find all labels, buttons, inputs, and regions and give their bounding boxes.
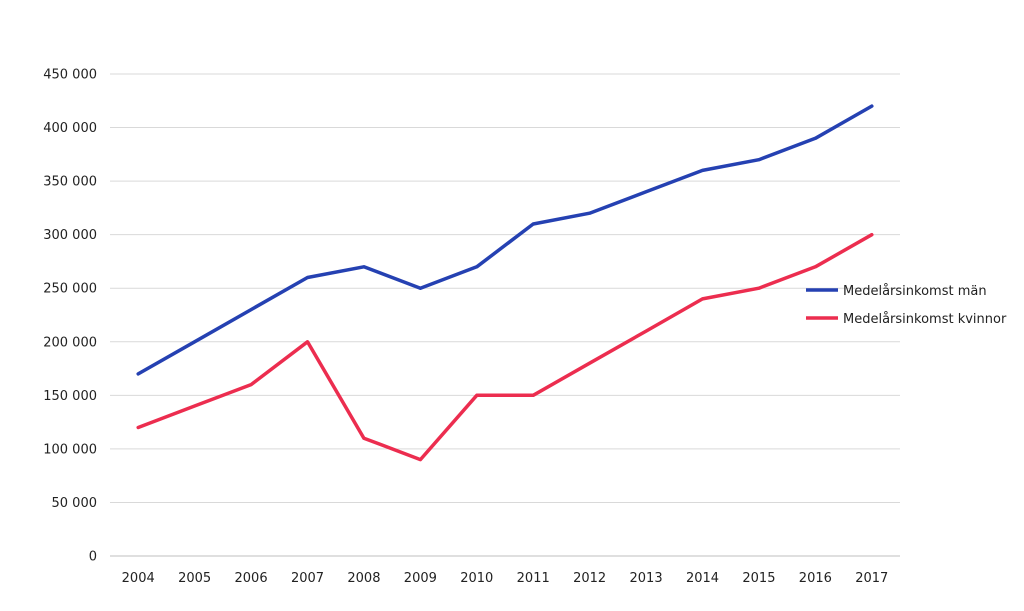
y-axis-tick-labels: 0 50 000 100 000 150 000 200 000 250 000 300 0…	[43, 68, 97, 565]
legend-item-men: Medelårsinkomst män	[806, 284, 987, 299]
y-tick-label: 400 000	[43, 121, 97, 136]
y-tick-label: 250 000	[43, 282, 97, 297]
x-tick-label: 2009	[404, 571, 437, 586]
y-tick-label: 200 000	[43, 335, 97, 350]
gridlines	[110, 73, 900, 557]
x-tick-label: 2008	[347, 571, 380, 586]
series-lines	[136, 104, 874, 462]
legend-label-women: Medelårsinkomst kvinnor	[843, 312, 1007, 327]
y-tick-label: 0	[89, 550, 97, 565]
y-tick-label: 350 000	[43, 175, 97, 190]
y-tick-label: 100 000	[43, 442, 97, 457]
y-tick-label: 50 000	[52, 496, 98, 511]
series-line-men	[136, 104, 874, 376]
legend-item-women: Medelårsinkomst kvinnor	[806, 312, 1007, 327]
legend-label-men: Medelårsinkomst män	[843, 284, 987, 299]
x-tick-label: 2011	[517, 571, 550, 586]
x-tick-label: 2007	[291, 571, 324, 586]
x-tick-label: 2013	[630, 571, 663, 586]
x-tick-label: 2004	[122, 571, 155, 586]
x-tick-label: 2014	[686, 571, 719, 586]
y-tick-label: 150 000	[43, 389, 97, 404]
legend: Medelårsinkomst män Medelårsinkomst kvin…	[806, 284, 1007, 327]
x-tick-label: 2010	[460, 571, 493, 586]
x-tick-label: 2012	[573, 571, 606, 586]
x-tick-label: 2015	[742, 571, 775, 586]
x-tick-label: 2005	[178, 571, 211, 586]
x-tick-label: 2016	[799, 571, 832, 586]
y-tick-label: 300 000	[43, 228, 97, 243]
y-tick-label: 450 000	[43, 68, 97, 83]
x-tick-label: 2006	[235, 571, 268, 586]
x-axis-tick-labels: 2004 2005 2006 2007 2008 2009 2010 2011 2012 2013…	[122, 571, 889, 586]
series-line-women	[136, 232, 874, 462]
x-tick-label: 2017	[855, 571, 888, 586]
